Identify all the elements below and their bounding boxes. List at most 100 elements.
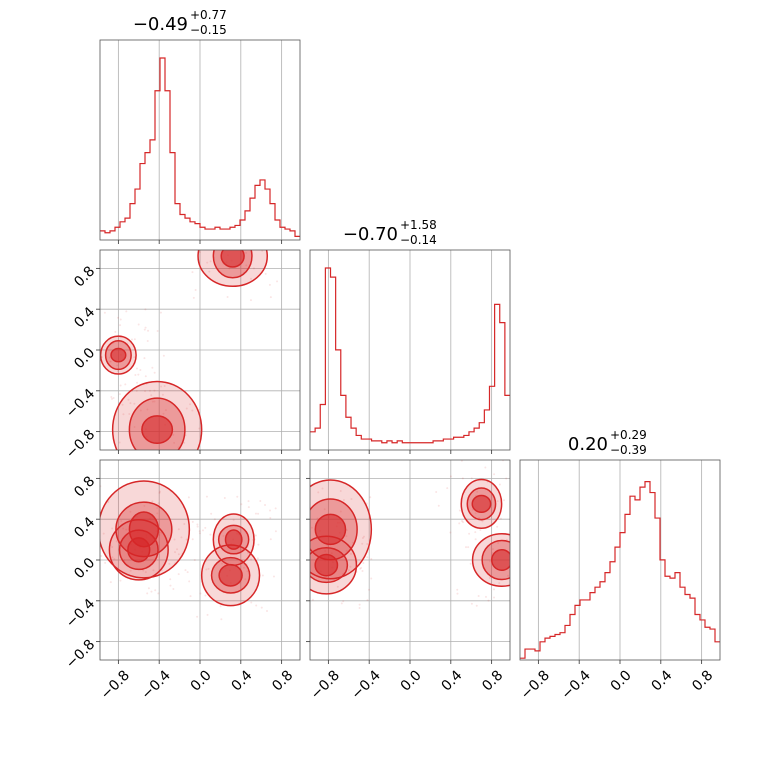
- scatter-point: [517, 509, 519, 511]
- hist-title-median: −0.49: [133, 14, 188, 35]
- hist-bar: [245, 211, 250, 240]
- scatter-point: [158, 533, 161, 536]
- scatter-point: [143, 504, 146, 507]
- hist-bar: [454, 437, 459, 450]
- scatter-point: [249, 277, 252, 280]
- scatter-point: [339, 490, 342, 493]
- y-tick-label: 0.4: [71, 514, 98, 541]
- scatter-point: [97, 394, 99, 396]
- scatter-point: [223, 497, 226, 500]
- scatter-point: [223, 559, 226, 562]
- hist-bar: [225, 229, 230, 240]
- scatter-point: [191, 538, 194, 541]
- hist-bar: [175, 204, 180, 240]
- scatter-point: [474, 538, 477, 541]
- scatter-point: [330, 552, 333, 555]
- scatter-point: [186, 571, 189, 574]
- y-tick-label: −0.4: [63, 386, 98, 421]
- scatter-point: [510, 573, 512, 575]
- contour-level: [197, 250, 268, 287]
- hist-bar: [100, 231, 105, 240]
- hist-bar: [535, 651, 540, 660]
- hist-bar: [320, 405, 325, 451]
- scatter-point: [289, 568, 291, 570]
- scatter-point: [147, 587, 150, 590]
- scatter-point: [111, 527, 114, 530]
- hist-bar: [489, 386, 494, 450]
- scatter-point: [201, 559, 204, 562]
- hist-bar: [670, 578, 675, 660]
- scatter-point: [437, 504, 440, 507]
- scatter-point: [168, 562, 171, 565]
- contour-level: [141, 415, 174, 445]
- scatter-point: [516, 553, 518, 555]
- hist-bar: [695, 615, 700, 661]
- scatter-point: [198, 251, 201, 254]
- y-tick-label: 0.8: [71, 263, 98, 290]
- scatter-point: [274, 507, 277, 510]
- scatter-point: [180, 536, 183, 539]
- scatter-point: [150, 394, 153, 397]
- scatter-point: [142, 569, 145, 572]
- scatter-point: [209, 260, 212, 263]
- hist-title-minus: −0.39: [610, 443, 647, 457]
- scatter-point: [496, 500, 499, 503]
- scatter-point: [345, 529, 348, 532]
- scatter-point: [151, 500, 154, 503]
- hist-bar: [135, 189, 140, 240]
- hist-bar: [700, 620, 705, 660]
- scatter-point: [119, 579, 122, 582]
- hist-bar: [705, 627, 710, 660]
- scatter-point: [146, 408, 149, 411]
- scatter-point: [310, 526, 313, 529]
- scatter-point: [498, 483, 501, 486]
- hist-bar: [255, 185, 260, 240]
- x-tick-label: −0.4: [349, 667, 384, 702]
- scatter-point: [469, 562, 472, 565]
- scatter-point: [289, 572, 291, 574]
- scatter-point: [137, 373, 140, 376]
- scatter-point: [139, 409, 142, 412]
- scatter-point: [269, 538, 272, 541]
- hist-bar: [290, 231, 295, 240]
- scatter-point: [196, 523, 199, 526]
- scatter-point: [152, 569, 155, 572]
- scatter-point: [342, 600, 345, 603]
- hist-bar: [585, 600, 590, 660]
- hist-outline: [100, 57, 300, 237]
- scatter-point: [161, 393, 164, 396]
- scatter-point: [136, 451, 138, 453]
- scatter-point: [269, 509, 272, 512]
- hist-bar: [215, 227, 220, 240]
- scatter-point: [347, 569, 350, 572]
- hist-bar: [346, 417, 351, 450]
- scatter-point: [484, 466, 487, 469]
- scatter-point: [158, 490, 161, 493]
- scatter-point: [543, 538, 545, 540]
- scatter-point: [370, 577, 373, 580]
- scatter-point: [435, 490, 438, 493]
- scatter-point: [153, 400, 156, 403]
- scatter-point: [514, 498, 516, 500]
- scatter-point: [116, 370, 119, 373]
- hist-bar: [170, 153, 175, 240]
- scatter-point: [112, 397, 115, 400]
- scatter-point: [477, 595, 480, 598]
- scatter-point: [460, 460, 463, 462]
- scatter-point: [188, 465, 190, 467]
- scatter-point: [349, 552, 352, 555]
- scatter-point: [144, 308, 147, 311]
- scatter-point: [361, 536, 364, 539]
- hist-bar: [190, 222, 195, 240]
- scatter-point: [462, 521, 465, 524]
- scatter-point: [481, 520, 484, 523]
- hist-bar: [165, 91, 170, 240]
- hist-bar: [205, 229, 210, 240]
- scatter-point: [177, 528, 180, 531]
- scatter-point: [121, 403, 124, 406]
- hist-bar: [230, 227, 235, 240]
- scatter-point: [191, 271, 194, 274]
- y-tick-label: 0.4: [71, 304, 98, 331]
- hist-bar: [540, 642, 545, 660]
- x-tick-label: −0.8: [308, 667, 343, 702]
